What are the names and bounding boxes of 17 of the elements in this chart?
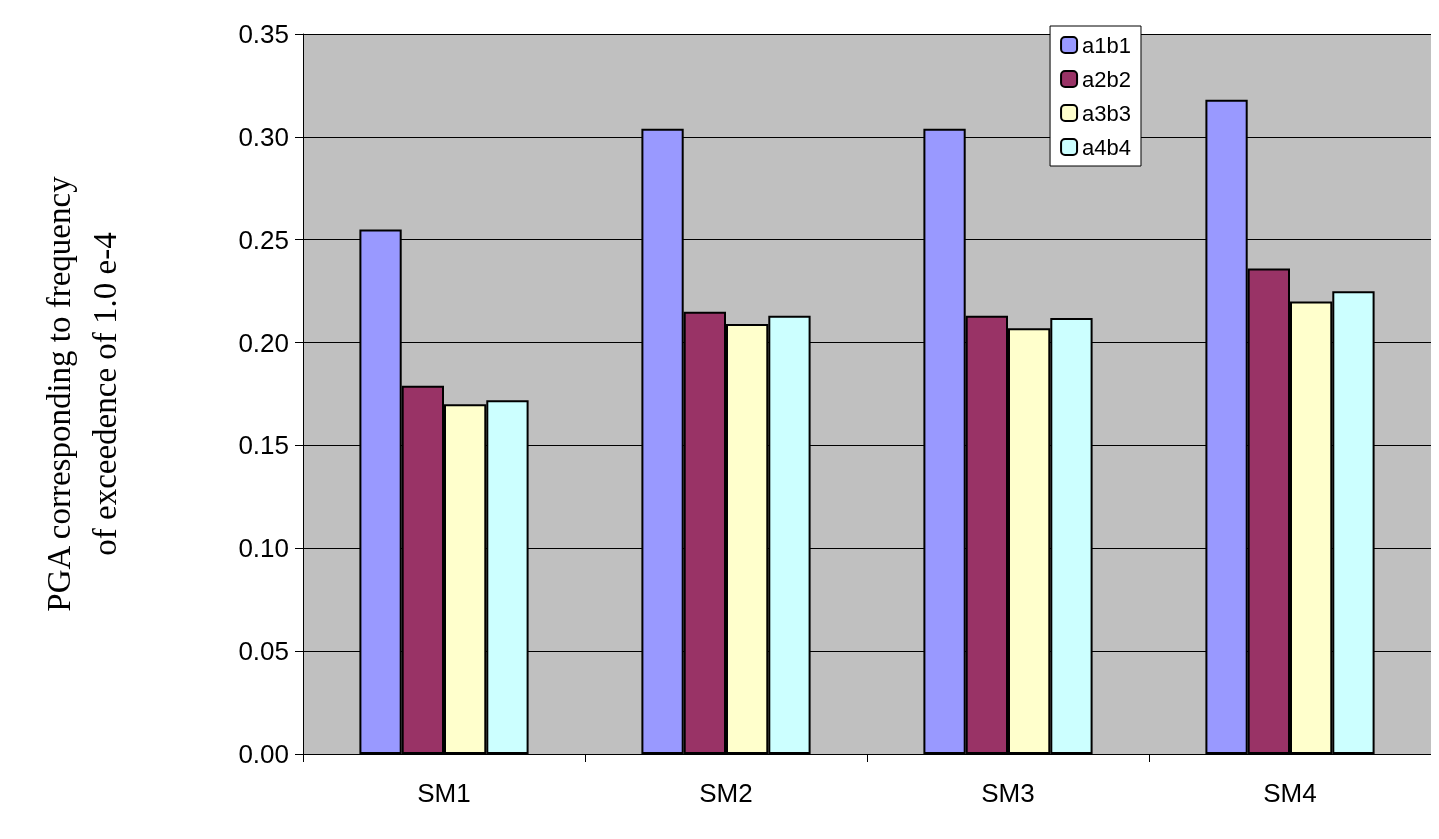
x-tick-label: SM2 [699, 778, 753, 808]
y-tick-label: 0.05 [238, 636, 289, 667]
x-tick-label: SM1 [417, 778, 471, 808]
y-tick-label: 0.20 [238, 327, 289, 358]
y-tick-label: 0.00 [238, 739, 289, 769]
legend-label: a4b4 [1082, 134, 1132, 160]
y-axis-title: PGA corresponding to frequency of exceedence of 1.0 e-4 [41, 175, 123, 612]
y-tick-label: 0.15 [238, 430, 289, 461]
legend-label: a1b1 [1082, 32, 1132, 58]
y-tick-label: 0.30 [238, 121, 289, 152]
legend-label: a3b3 [1082, 100, 1132, 126]
x-tick-label: SM4 [1263, 778, 1317, 808]
y-tick-label: 0.10 [238, 533, 289, 564]
y-tick-label: 0.25 [238, 224, 289, 255]
legend-label: a2b2 [1082, 66, 1132, 92]
y-tick-label: 0.35 [238, 19, 289, 49]
x-tick-label: SM3 [981, 778, 1035, 808]
